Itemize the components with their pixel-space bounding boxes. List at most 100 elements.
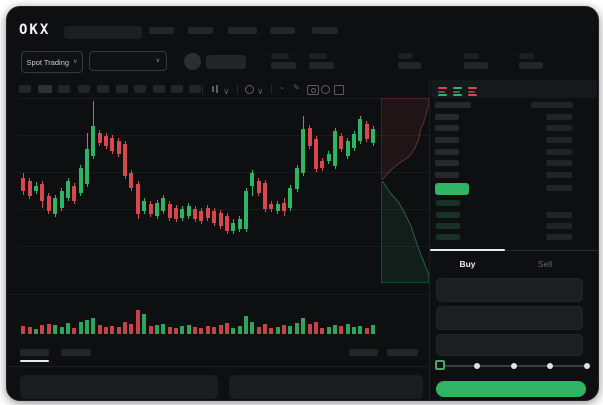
volume-bar [97, 325, 102, 334]
bottom-action-1[interactable] [349, 349, 378, 356]
bid-price-placeholder[interactable] [436, 212, 460, 218]
volume-bar [154, 325, 159, 334]
volume-bar [84, 320, 89, 334]
bottom-tab-1[interactable] [20, 349, 49, 356]
bid-price-placeholder[interactable] [436, 234, 460, 240]
candlestick [301, 129, 306, 173]
timeframe-button[interactable] [97, 85, 109, 93]
volume-bar [364, 328, 369, 334]
candlestick [186, 206, 191, 216]
last-amount-placeholder [546, 185, 572, 191]
last-price-highlight[interactable] [435, 183, 469, 195]
tab-buy[interactable]: Buy [459, 259, 476, 269]
orderbook-layout-bids-icon[interactable] [452, 86, 463, 97]
stat-label-1 [271, 53, 289, 59]
market-type-dropdown[interactable]: Spot Trading ∨ [21, 51, 83, 73]
camera-icon[interactable] [307, 85, 319, 95]
ask-amount-placeholder [546, 172, 572, 178]
amount-input[interactable] [436, 306, 583, 330]
timeframe-button[interactable] [189, 85, 201, 93]
orderbook-layout-both-icon[interactable] [437, 86, 448, 97]
candlestick [72, 186, 77, 201]
tab-sell[interactable]: Sell [537, 259, 553, 269]
timeframe-button[interactable] [19, 85, 31, 93]
volume-bar [173, 328, 178, 334]
slider-step-dot[interactable] [584, 363, 590, 369]
candlestick [313, 139, 318, 169]
candlestick [358, 119, 363, 141]
candlestick [154, 203, 159, 216]
timeframe-button[interactable] [78, 85, 90, 93]
buy-button[interactable] [436, 381, 586, 397]
bid-amount-placeholder [546, 234, 572, 240]
bid-price-placeholder[interactable] [436, 200, 460, 206]
candlestick [173, 208, 178, 219]
volume-bar [123, 322, 128, 334]
chevron-down-icon[interactable]: ∨ [257, 86, 264, 96]
candlestick [212, 211, 217, 223]
nav-item-3[interactable] [228, 27, 257, 34]
total-input[interactable] [436, 334, 583, 356]
nav-item-4[interactable] [270, 27, 295, 34]
draw-pencil-icon[interactable]: ✎ [293, 83, 300, 92]
candlestick [40, 184, 45, 201]
orderbook-layout-asks-icon[interactable] [467, 86, 478, 97]
slider-step-dot[interactable] [474, 363, 480, 369]
ask-price-placeholder[interactable] [435, 114, 459, 120]
stat-label-5 [519, 53, 534, 59]
countdown-icon[interactable] [321, 85, 330, 94]
indicator-wave-icon[interactable]: ~ [279, 83, 285, 93]
nav-item-5[interactable] [312, 27, 338, 34]
search-input[interactable] [64, 26, 142, 39]
candlestick [224, 216, 229, 231]
stat-label-3 [398, 53, 413, 59]
ask-price-placeholder[interactable] [435, 160, 459, 166]
volume-bar [231, 328, 236, 334]
candlestick [110, 138, 115, 151]
bid-price-placeholder[interactable] [436, 223, 460, 229]
timeframe-button[interactable] [134, 85, 146, 93]
timeframe-button[interactable] [38, 85, 52, 93]
ask-price-placeholder[interactable] [435, 172, 459, 178]
volume-bar [269, 328, 274, 334]
candlestick [288, 188, 293, 208]
volume-bar [212, 327, 217, 334]
price-input[interactable] [436, 278, 583, 302]
timeframe-button[interactable] [116, 85, 128, 93]
chevron-down-icon[interactable]: ∨ [223, 86, 230, 96]
okx-logo[interactable]: OKX [19, 22, 51, 38]
bottom-panel-right [229, 375, 423, 399]
gridline [19, 172, 429, 173]
toolbar-divider [202, 84, 203, 94]
ask-price-placeholder[interactable] [435, 137, 459, 143]
timeframe-button[interactable] [171, 85, 183, 93]
volume-bar [263, 324, 267, 334]
timeframe-button[interactable] [58, 85, 70, 93]
ask-price-placeholder[interactable] [435, 125, 459, 131]
fullscreen-icon[interactable] [334, 85, 344, 95]
chevron-down-icon: ∨ [73, 59, 78, 65]
volume-bar [320, 328, 325, 334]
nav-item-2[interactable] [188, 27, 213, 34]
candlestick [364, 124, 369, 139]
bottom-tab-2[interactable] [61, 349, 91, 356]
candle-style-icon[interactable] [211, 85, 219, 93]
slider-handle[interactable] [435, 360, 445, 370]
slider-step-dot[interactable] [547, 363, 553, 369]
candlestick [250, 173, 255, 186]
candlestick [237, 219, 242, 229]
candlestick [326, 154, 331, 161]
stat-label-4 [464, 53, 479, 59]
ask-price-placeholder[interactable] [435, 102, 471, 108]
ask-amount-placeholder [546, 160, 572, 166]
timeframe-button[interactable] [153, 85, 165, 93]
nav-item-1[interactable] [149, 27, 174, 34]
bottom-action-2[interactable] [387, 349, 418, 356]
ask-price-placeholder[interactable] [435, 149, 459, 155]
slider-step-dot[interactable] [511, 363, 517, 369]
interval-icon[interactable] [245, 85, 254, 94]
orderbook-header-bg [431, 80, 597, 98]
gridline [19, 135, 429, 136]
pair-selector-dropdown[interactable]: ∨ [89, 51, 167, 71]
volume-bar [193, 327, 197, 334]
